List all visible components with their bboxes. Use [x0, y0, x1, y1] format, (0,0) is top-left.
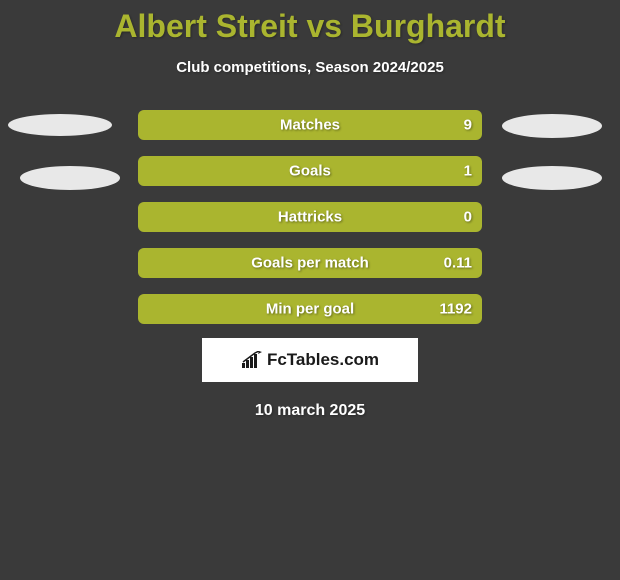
stat-label: Goals	[289, 163, 331, 180]
stat-label: Matches	[280, 117, 340, 134]
stat-bars: Matches 9 Goals 1 Hattricks 0 Goals per …	[138, 110, 482, 340]
stat-label: Goals per match	[251, 255, 369, 272]
logo-text: FcTables.com	[267, 350, 379, 370]
fctables-logo[interactable]: FcTables.com	[202, 338, 418, 382]
player2-stat-ellipse	[502, 114, 602, 138]
stat-label: Min per goal	[266, 301, 354, 318]
player1-stat-ellipse	[20, 166, 120, 190]
stat-value: 1192	[439, 301, 472, 318]
player2-stat-ellipse	[502, 166, 602, 190]
chart-icon	[241, 351, 263, 369]
date-label: 10 march 2025	[0, 402, 620, 420]
stat-value: 0.11	[444, 255, 472, 272]
stat-label: Hattricks	[278, 209, 342, 226]
stat-value: 9	[464, 117, 472, 134]
stat-bar-goals: Goals 1	[138, 156, 482, 186]
comparison-chart: Matches 9 Goals 1 Hattricks 0 Goals per …	[0, 104, 620, 334]
stat-bar-goals-per-match: Goals per match 0.11	[138, 248, 482, 278]
player1-stat-ellipse	[8, 114, 112, 136]
stat-bar-matches: Matches 9	[138, 110, 482, 140]
stat-bar-hattricks: Hattricks 0	[138, 202, 482, 232]
stat-value: 1	[464, 163, 472, 180]
stat-value: 0	[464, 209, 472, 226]
subtitle: Club competitions, Season 2024/2025	[0, 59, 620, 76]
stat-bar-min-per-goal: Min per goal 1192	[138, 294, 482, 324]
page-title: Albert Streit vs Burghardt	[0, 0, 620, 45]
